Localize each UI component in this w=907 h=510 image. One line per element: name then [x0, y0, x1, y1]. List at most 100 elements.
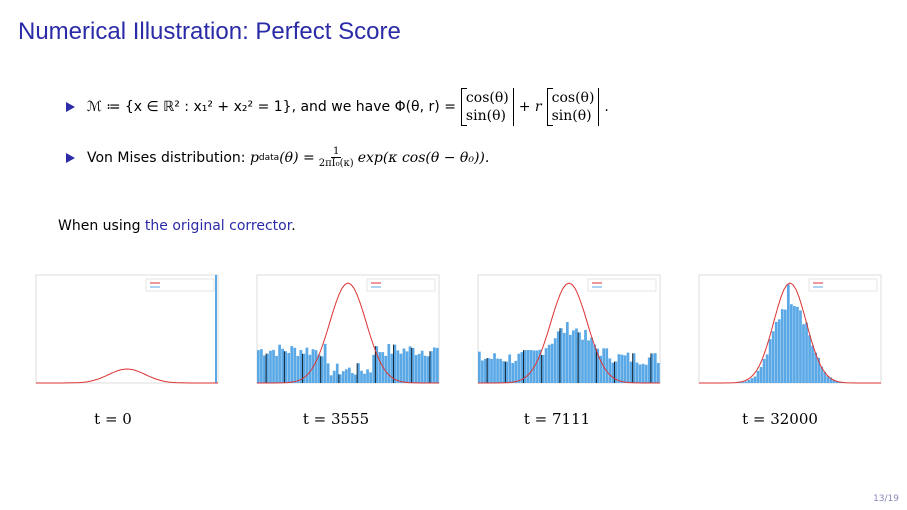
- caption: t = 7111: [523, 410, 591, 428]
- hist-bar: [650, 353, 654, 383]
- hist-bar: [490, 358, 493, 383]
- hist-bar: [351, 373, 354, 383]
- hist-bar: [738, 382, 742, 383]
- hist-bar: [284, 351, 288, 383]
- hist-bar: [817, 357, 821, 383]
- hist-bar: [823, 371, 827, 383]
- hist-bar: [435, 347, 439, 383]
- hist-bar: [520, 352, 524, 383]
- hist-bar: [387, 344, 391, 383]
- math-text: exp(κ cos(θ − θ₀)).: [357, 149, 490, 166]
- hist-bar: [366, 369, 369, 383]
- hist-bar: [329, 375, 333, 383]
- hist-bar: [266, 353, 269, 383]
- hist-bar: [523, 350, 527, 383]
- density-curve: [699, 282, 881, 384]
- hist-bar: [326, 363, 330, 383]
- hist-bar: [305, 347, 309, 383]
- hist-bar: [820, 366, 824, 383]
- hist-bar: [215, 275, 217, 383]
- hist-bar: [529, 350, 533, 383]
- hist-bar: [541, 354, 545, 383]
- hist-bar: [777, 319, 781, 383]
- note: When using the original corrector.: [58, 218, 296, 234]
- hist-bar: [393, 344, 397, 383]
- hist-bar: [399, 353, 403, 383]
- hist-bar: [786, 284, 790, 383]
- hist-bar: [511, 362, 515, 383]
- hist-bar: [257, 350, 260, 383]
- hist-bar: [569, 334, 572, 383]
- hist-bar: [811, 345, 814, 383]
- hist-bar: [487, 358, 490, 383]
- hist-bar: [768, 339, 772, 383]
- hist-bar: [572, 330, 575, 383]
- hist-bar: [420, 350, 424, 383]
- bullet-marker: [66, 152, 75, 163]
- hist-bar: [535, 350, 539, 383]
- hist-bar: [829, 377, 833, 383]
- hist-bar: [296, 355, 300, 383]
- note-text: .: [291, 218, 296, 234]
- hist-bar: [553, 338, 557, 383]
- hist-bar: [629, 361, 633, 383]
- hist-bar: [348, 367, 351, 383]
- plot-legend: [808, 278, 878, 292]
- matrix-entry: sin(θ): [551, 108, 592, 124]
- hist-bar: [323, 343, 327, 383]
- caption: t = 0: [94, 410, 132, 428]
- hist-bar: [426, 356, 430, 383]
- hist-bar: [396, 350, 400, 383]
- hist-bar: [826, 376, 830, 383]
- hist-bar: [341, 371, 345, 383]
- hist-bar: [753, 376, 757, 383]
- hist-bar: [384, 355, 388, 383]
- hist-bar: [605, 348, 609, 383]
- hist-bar: [317, 354, 321, 383]
- hist-bar: [357, 363, 360, 383]
- hist-bar: [641, 363, 645, 383]
- hist-bar: [747, 379, 751, 383]
- hist-bar: [302, 353, 306, 383]
- bullet-text: Von Mises distribution:: [87, 149, 246, 166]
- hist-bar: [405, 351, 409, 383]
- bullet-text: + r: [518, 99, 542, 115]
- math-symbol: p: [249, 149, 259, 166]
- hist-bar: [417, 353, 421, 383]
- plot-legend: [587, 278, 657, 292]
- hist-bar: [269, 350, 272, 383]
- bullet: Von Mises distribution: p data (θ) = 1 2…: [66, 146, 489, 169]
- hist-bar: [544, 348, 548, 383]
- plots: [35, 274, 882, 384]
- link[interactable]: the original corrector: [144, 218, 292, 234]
- hist-bar: [293, 347, 297, 383]
- hist-bar: [299, 350, 303, 383]
- note-text: When using: [58, 218, 141, 234]
- numerator: 1: [331, 146, 342, 158]
- hist-bar: [584, 329, 587, 383]
- hist-bar: [429, 351, 433, 383]
- hist-bar: [335, 363, 339, 383]
- hist-bar: [496, 358, 499, 383]
- hist-bar: [762, 358, 766, 383]
- matrix: cos(θ) sin(θ): [546, 88, 600, 126]
- hist-bar: [744, 381, 748, 383]
- matrix-entry: sin(θ): [465, 108, 506, 124]
- hist-bar: [402, 348, 406, 383]
- hist-bar: [593, 344, 596, 383]
- slide-title: Numerical Illustration: Perfect Score: [18, 18, 401, 45]
- hist-bar: [363, 373, 366, 383]
- hist-bar: [611, 362, 615, 383]
- plot-legend: [366, 278, 436, 292]
- hist-bar: [390, 353, 394, 383]
- hist-bar: [656, 362, 660, 383]
- hist-bar: [481, 360, 484, 383]
- hist-bar: [638, 364, 642, 383]
- hist-bar: [311, 349, 315, 383]
- math-subscript: data: [258, 152, 280, 163]
- hist-bar: [808, 335, 811, 383]
- hist-bar: [765, 354, 769, 383]
- matrix: cos(θ) sin(θ): [460, 88, 514, 126]
- page-number: 13/19: [873, 494, 899, 504]
